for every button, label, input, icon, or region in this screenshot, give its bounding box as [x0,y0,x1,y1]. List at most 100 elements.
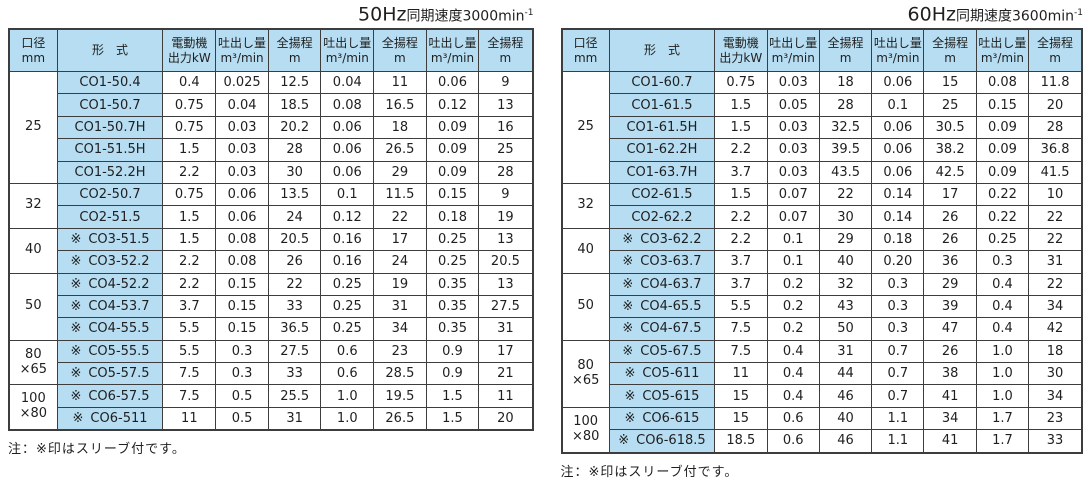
value-cell: 0.18 [871,227,925,252]
diameter-line: 40 [25,242,42,258]
value-cell: 22 [1028,205,1083,229]
table-row: 40 ※ CO3-62.2 2.2 0.1 29 0.18 26 0.25 22 [561,227,1083,274]
model-cell: ※ CO3-52.2 [56,250,164,274]
header-line: 全揚程 [381,35,418,50]
model-name: CO5-611 [642,366,700,382]
model-name: CO1-50.7H [74,119,146,135]
value-cell: 0.22 [975,205,1030,229]
header-line: 吐出し量 [873,35,922,50]
header-line: m³/min [980,50,1025,65]
value-cell: 1.5 [162,227,217,252]
table-body: 25 CO1-50.4 0.4 0.025 12.5 0.04 11 0.06 9 CO1-50.… [8,70,533,431]
value-cell: 11 [714,362,768,386]
value-cell: 1.5 [162,138,217,162]
value-cell: 0.08 [975,70,1030,95]
header-line: 吐出し量 [428,35,477,50]
value-cell: 31 [478,317,533,341]
model-cell: CO2-51.5 [56,205,164,229]
value-cell: 28 [267,138,322,162]
table-row: 25 CO1-50.4 0.4 0.025 12.5 0.04 11 0.06 9 [8,70,533,184]
value-cell: 20 [478,406,533,431]
value-cell: 3.7 [714,250,768,274]
diameter-cell: 50 [561,272,610,341]
value-cell: 0.35 [425,272,480,296]
col-header-discharge: 吐出し量 m³/min [215,28,269,72]
table-row: 32 CO2-50.7 0.75 0.06 13.5 0.1 11.5 0.15 9 [8,182,533,229]
value-cell: 30 [267,160,322,184]
value-cell: 7.5 [714,339,768,364]
value-cell: 0.25 [425,227,480,252]
value-cell: 0.06 [320,160,375,184]
table-row: 50 ※ CO4-63.7 3.7 0.2 32 0.3 29 0.4 22 [561,272,1083,341]
value-cell: 0.15 [215,272,269,296]
table-row: ※ CO3-52.2 2.2 0.08 26 0.16 24 0.25 20.5 [9,250,533,274]
header-line: 電動機 [171,35,208,50]
value-cell: 17 [478,339,533,364]
value-cell: 0.5 [215,384,269,408]
table-row: 50 ※ CO4-52.2 2.2 0.15 22 0.25 19 0.35 13 [8,272,533,341]
diameter-line: 80 [577,357,594,373]
value-cell: 0.08 [320,93,375,117]
value-cell: 30.5 [923,115,977,140]
col-header-model: 形 式 [608,28,716,72]
header-line: m³/min [220,50,264,65]
value-cell: 1.7 [975,406,1030,431]
table-row: ※ CO4-53.7 3.7 0.15 33 0.25 31 0.35 27.5 [9,294,533,319]
diameter-line: 100 [20,391,46,407]
value-cell: 18.5 [714,429,768,454]
value-cell: 0.5 [215,406,269,431]
col-header-discharge: 吐出し量 m³/min [871,28,925,72]
diameter-line: 50 [25,298,42,314]
value-cell: 0.6 [766,429,820,454]
table-row: CO1-50.7 0.75 0.04 18.5 0.08 16.5 0.12 13 [9,93,533,117]
diameter-cell: 25 [561,71,610,184]
value-cell: 39 [923,294,977,319]
value-cell: 0.15 [215,294,269,319]
col-header-discharge: 吐出し量 m³/min [425,28,480,72]
value-cell: 0.4 [975,294,1030,319]
value-cell: 0.06 [320,115,375,140]
model-name: CO1-52.2H [74,164,146,180]
table-row: ※ CO5-615 15 0.4 46 0.7 41 1.0 34 [562,384,1083,408]
value-cell: 1.5 [714,182,768,207]
value-cell: 22 [267,272,322,296]
value-cell: 22 [373,205,427,229]
model-cell: CO1-50.7 [56,93,164,117]
value-cell: 0.35 [425,294,480,319]
value-cell: 0.16 [320,250,375,274]
header-line: 全揚程 [1037,35,1074,50]
value-cell: 1.1 [871,406,925,431]
table-row: ※ CO6-618.5 18.5 0.6 46 1.1 41 1.7 33 [562,429,1083,454]
table-row: 32 CO2-61.5 1.5 0.07 22 0.14 17 0.22 10 [561,182,1083,229]
model-name: CO4-55.5 [88,321,150,337]
value-cell: 0.25 [975,227,1030,252]
sleeve-marker: ※ [622,231,634,247]
header-line: 吐出し量 [978,35,1027,50]
sleeve-marker: ※ [624,366,636,382]
model-cell: ※ CO4-53.7 [56,294,164,319]
sleeve-marker: ※ [618,433,630,449]
value-cell: 1.5 [425,406,480,431]
value-cell: 0.1 [320,182,375,207]
value-cell: 0.08 [215,227,269,252]
header-line: 全揚程 [487,35,524,50]
diameter-cell: 32 [561,182,610,229]
value-cell: 0.3 [871,272,925,296]
model-name: CO1-61.5H [626,119,698,135]
value-cell: 11 [162,406,217,431]
diameter-line: 25 [25,119,42,134]
value-cell: 11 [478,384,533,408]
col-header-model: 形 式 [56,28,164,72]
value-cell: 0.04 [215,93,269,117]
sleeve-marker: ※ [622,254,634,270]
header-line: m [839,50,852,65]
model-name: CO4-63.7 [640,276,702,292]
table-row: CO1-61.5H 1.5 0.03 32.5 0.06 30.5 0.09 28 [562,115,1083,140]
value-cell: 26.5 [373,406,427,431]
diameter-line: 50 [577,298,594,314]
value-cell: 9 [478,70,533,95]
value-cell: 18 [373,115,427,140]
col-header-diameter: 口径 mm [8,28,58,72]
value-cell: 20 [1028,93,1083,117]
table-row: 25 CO1-60.7 0.75 0.03 18 0.06 15 0.08 11.8 [561,70,1083,184]
